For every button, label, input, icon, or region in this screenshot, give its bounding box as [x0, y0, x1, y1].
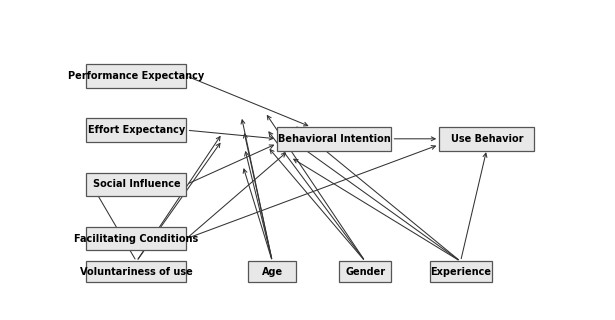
Text: Voluntariness of use: Voluntariness of use	[80, 267, 193, 277]
Text: Social Influence: Social Influence	[93, 180, 180, 189]
FancyBboxPatch shape	[86, 64, 186, 88]
FancyBboxPatch shape	[339, 261, 391, 282]
Text: Experience: Experience	[430, 267, 491, 277]
FancyBboxPatch shape	[86, 173, 186, 196]
FancyBboxPatch shape	[86, 261, 186, 282]
Text: Facilitating Conditions: Facilitating Conditions	[74, 234, 199, 244]
FancyBboxPatch shape	[277, 127, 391, 150]
Text: Gender: Gender	[345, 267, 385, 277]
FancyBboxPatch shape	[86, 118, 186, 142]
FancyBboxPatch shape	[248, 261, 296, 282]
FancyBboxPatch shape	[429, 261, 491, 282]
Text: Effort Expectancy: Effort Expectancy	[88, 125, 185, 135]
FancyBboxPatch shape	[439, 127, 534, 150]
Text: Use Behavior: Use Behavior	[451, 134, 523, 144]
Text: Age: Age	[262, 267, 283, 277]
Text: Behavioral Intention: Behavioral Intention	[278, 134, 391, 144]
FancyBboxPatch shape	[86, 227, 186, 250]
Text: Performance Expectancy: Performance Expectancy	[68, 71, 205, 81]
